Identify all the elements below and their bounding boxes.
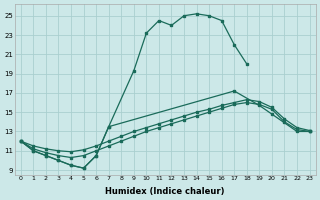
X-axis label: Humidex (Indice chaleur): Humidex (Indice chaleur) bbox=[106, 187, 225, 196]
